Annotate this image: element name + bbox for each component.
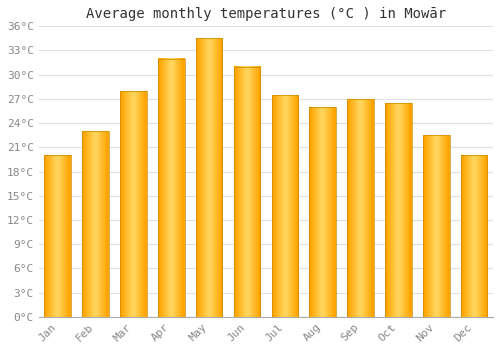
Bar (310, 107, 336, 317)
Bar (44, 155, 71, 317)
Bar (385, 103, 411, 317)
Title: Average monthly temperatures (°C ) in Mowār: Average monthly temperatures (°C ) in Mo… (86, 7, 446, 21)
Bar (158, 58, 184, 317)
Bar (348, 99, 374, 317)
Bar (234, 66, 260, 317)
Bar (272, 95, 298, 317)
Bar (196, 38, 222, 317)
Bar (423, 135, 450, 317)
Bar (461, 155, 487, 317)
Bar (120, 91, 146, 317)
Bar (82, 131, 109, 317)
